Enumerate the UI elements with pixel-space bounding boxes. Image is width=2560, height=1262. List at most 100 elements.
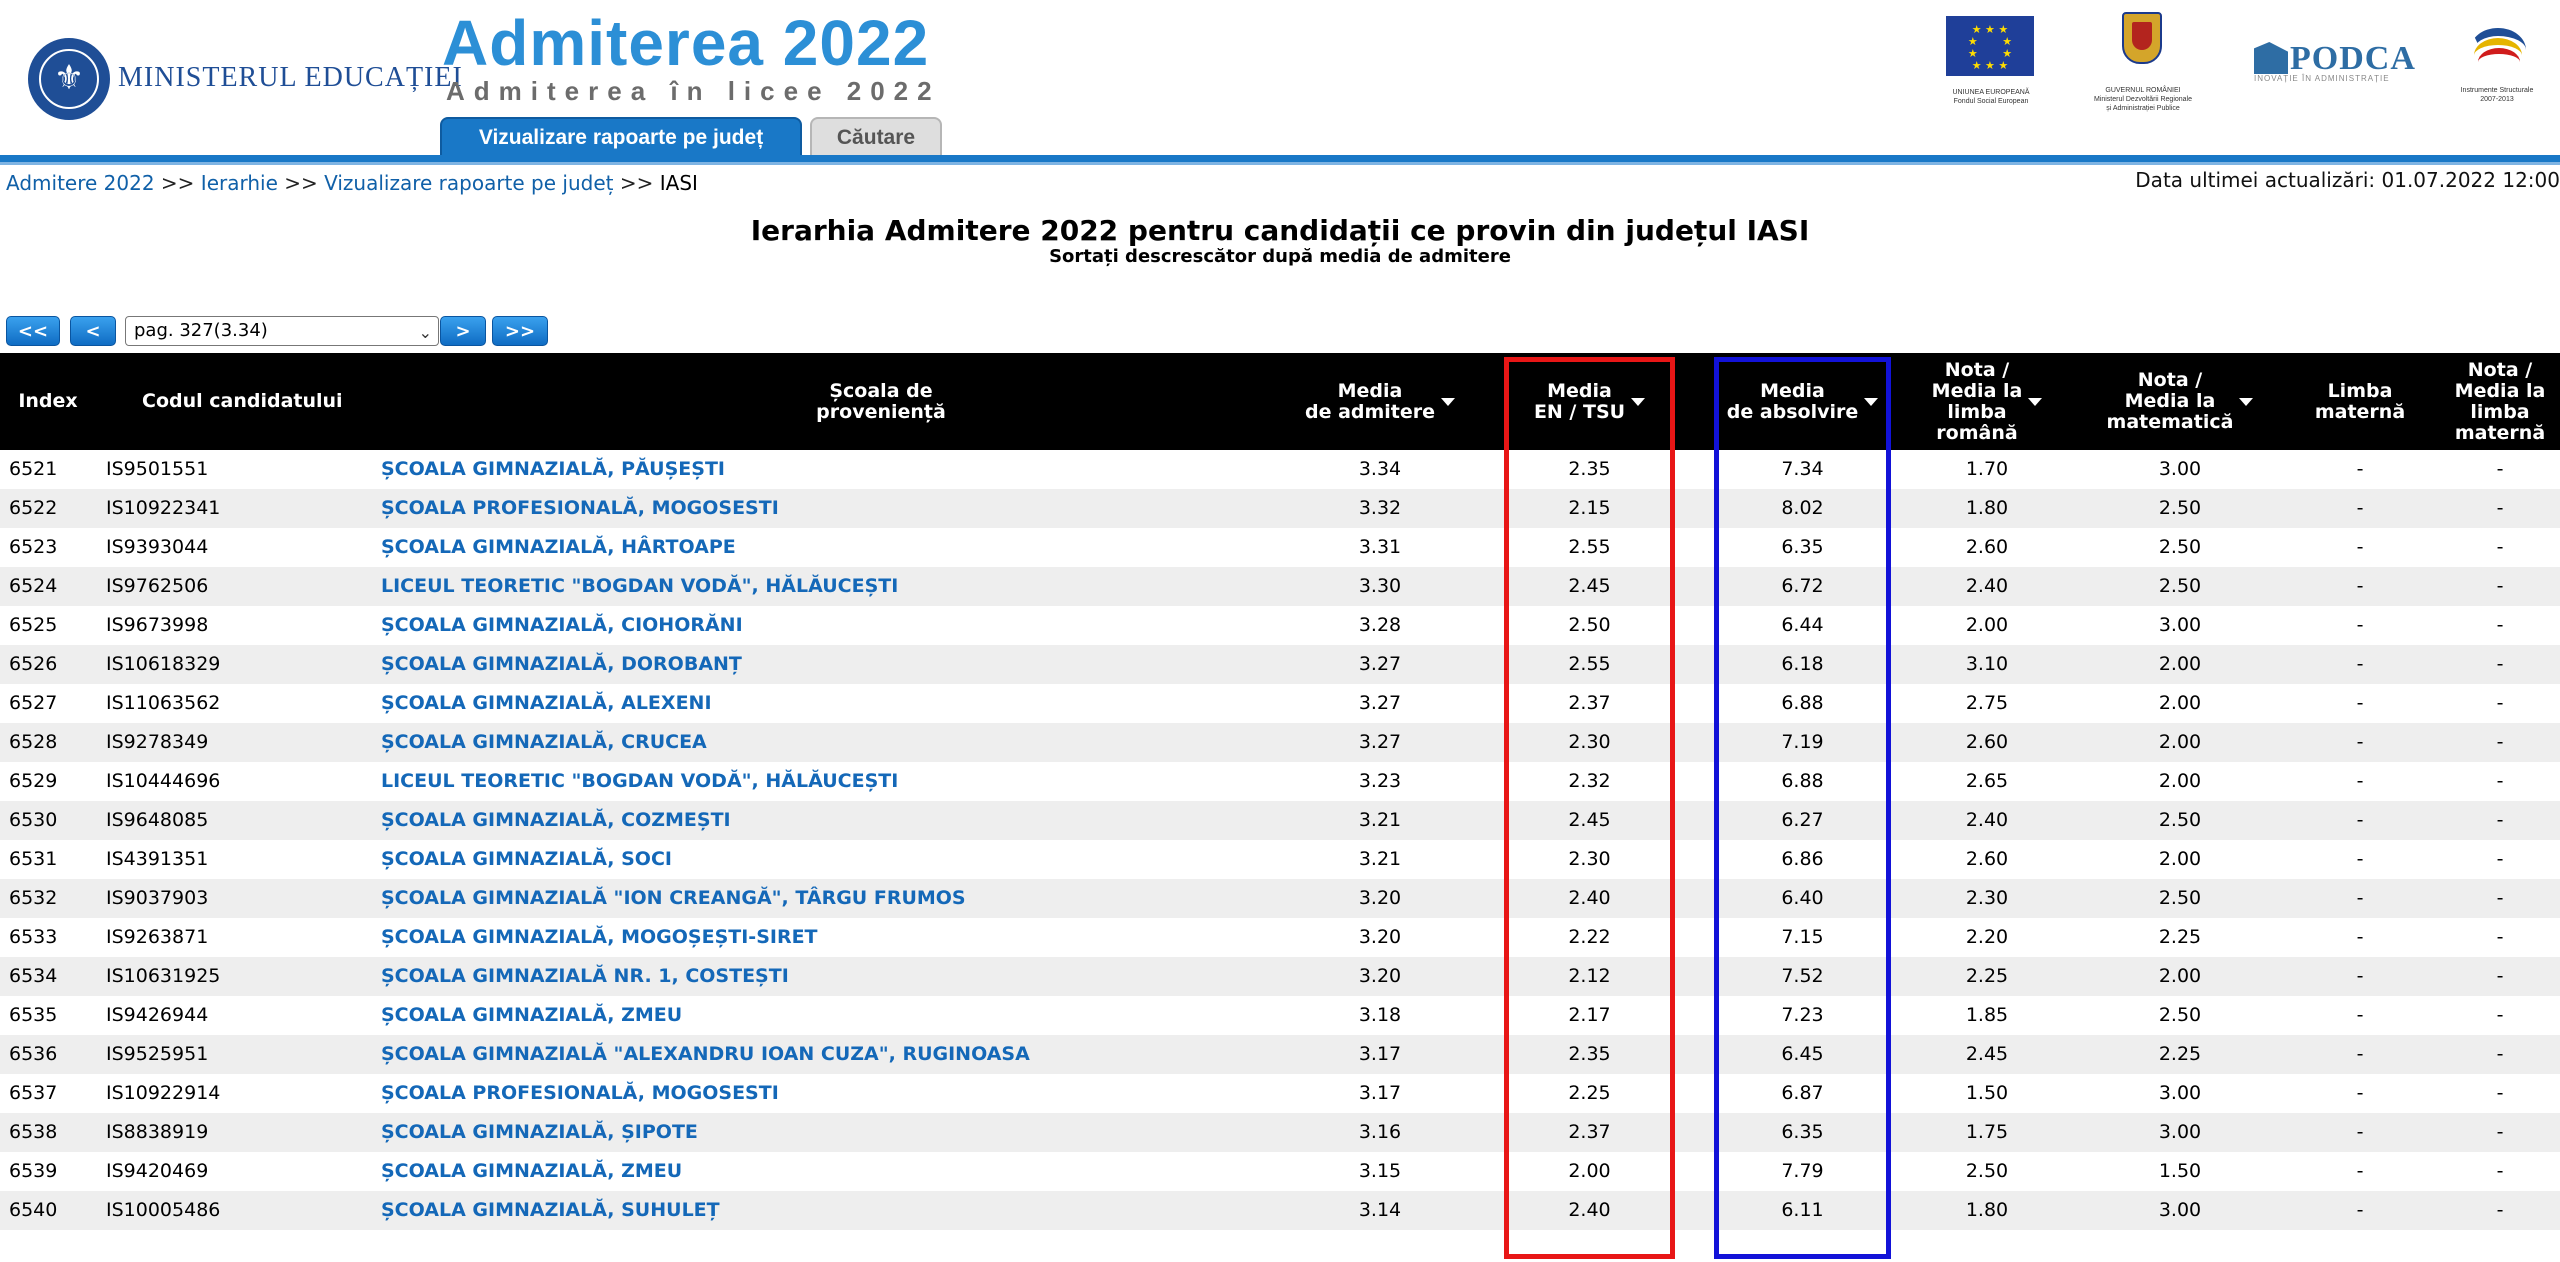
cell-index: 6532 [9, 887, 58, 909]
first-page-button[interactable]: << [6, 316, 60, 346]
cell-candidate-code: IS10631925 [106, 965, 221, 987]
breadcrumb-separator: >> [284, 171, 318, 195]
tab-county-reports[interactable]: Vizualizare rapoarte pe județ [440, 117, 802, 155]
cell-school-link[interactable]: ȘCOALA GIMNAZIALĂ, CIOHORĂNI [381, 614, 743, 636]
cell-school-link[interactable]: ȘCOALA GIMNAZIALĂ, DOROBANȚ [381, 653, 742, 675]
cell-index: 6528 [9, 731, 58, 753]
breadcrumb-ierarhie[interactable]: Ierarhie [200, 171, 278, 195]
sort-desc-icon [2239, 397, 2254, 406]
cell-school-link[interactable]: ȘCOALA GIMNAZIALĂ, HÂRTOAPE [381, 536, 736, 558]
cell-en: 2.55 [1568, 536, 1611, 558]
cell-abs: 7.23 [1781, 1004, 1824, 1026]
cell-lm: - [2356, 692, 2364, 714]
cell-school-link[interactable]: ȘCOALA GIMNAZIALĂ, ȘIPOTE [381, 1121, 698, 1143]
cell-mat: 2.00 [2158, 848, 2202, 870]
breadcrumb-admitere[interactable]: Admitere 2022 [6, 171, 155, 195]
cell-adm: 3.14 [1358, 1199, 1402, 1221]
structural-instruments-logo [2462, 10, 2532, 80]
cell-school-link[interactable]: ȘCOALA GIMNAZIALĂ, ZMEU [381, 1160, 683, 1182]
cell-mat: 3.00 [2158, 614, 2202, 636]
cell-en: 2.22 [1568, 926, 1611, 948]
table-row: 6530 IS9648085 ȘCOALA GIMNAZIALĂ, COZMEȘTI… [0, 801, 2560, 840]
col-header-ro[interactable]: Nota / Media la limba română [1900, 353, 2074, 450]
cell-adm: 3.28 [1358, 614, 1402, 636]
cell-school-link[interactable]: ȘCOALA PROFESIONALĂ, MOGOSESTI [381, 497, 779, 519]
cell-abs: 7.52 [1781, 965, 1824, 987]
cell-en: 2.15 [1568, 497, 1611, 519]
cell-school-link[interactable]: ȘCOALA GIMNAZIALĂ, ALEXENI [381, 692, 712, 714]
cell-adm: 3.27 [1358, 731, 1402, 753]
cell-abs: 6.18 [1781, 653, 1824, 675]
swoosh-blue-icon [2470, 28, 2526, 72]
cell-school-link[interactable]: ȘCOALA PROFESIONALĂ, MOGOSESTI [381, 1082, 779, 1104]
cell-school-link[interactable]: ȘCOALA GIMNAZIALĂ, COZMEȘTI [381, 809, 731, 831]
cell-school-link[interactable]: ȘCOALA GIMNAZIALĂ, SOCI [381, 848, 672, 870]
eu-stars-icon: ★ ★ ★ ★ ★ ★ ★ ★ ★ ★ [1967, 23, 2013, 72]
next-page-button[interactable]: > [440, 316, 486, 346]
table-row: 6523 IS9393044 ȘCOALA GIMNAZIALĂ, HÂRTOAPE… [0, 528, 2560, 567]
cell-candidate-code: IS9762506 [106, 575, 209, 597]
cell-lm: - [2356, 653, 2364, 675]
header-divider-light [0, 162, 2560, 165]
col-header-en[interactable]: Media EN / TSU [1504, 353, 1675, 450]
ministry-name: MINISTERUL EDUCAȚIEI [118, 62, 463, 93]
table-row: 6536 IS9525951 ȘCOALA GIMNAZIALĂ "ALEXANDR… [0, 1035, 2560, 1074]
col-header-school: Școala de proveniență [816, 379, 946, 423]
cell-lm: - [2356, 536, 2364, 558]
cell-school-link[interactable]: ȘCOALA GIMNAZIALĂ "ION CREANGĂ", TÂRGU F… [381, 887, 966, 909]
cell-school-link[interactable]: ȘCOALA GIMNAZIALĂ, PĂUȘEȘTI [381, 458, 725, 480]
cell-adm: 3.21 [1358, 809, 1402, 831]
cell-index: 6539 [9, 1160, 58, 1182]
cell-abs: 8.02 [1781, 497, 1824, 519]
page-select[interactable]: pag. 327(3.34) ⌄ [125, 316, 439, 346]
cell-adm: 3.31 [1358, 536, 1402, 558]
cell-school-link[interactable]: ȘCOALA GIMNAZIALĂ "ALEXANDRU IOAN CUZA",… [381, 1043, 1030, 1065]
breadcrumb-county-reports[interactable]: Vizualizare rapoarte pe județ [324, 171, 614, 195]
col-header-abs[interactable]: Media de absolvire [1714, 353, 1891, 450]
cell-mat: 2.50 [2158, 1004, 2202, 1026]
cell-candidate-code: IS10922341 [106, 497, 221, 519]
cell-lm: - [2356, 497, 2364, 519]
col-header-adm[interactable]: Media de admitere [1280, 353, 1480, 450]
table-row: 6532 IS9037903 ȘCOALA GIMNAZIALĂ "ION CREA… [0, 879, 2560, 918]
cell-school-link[interactable]: ȘCOALA GIMNAZIALĂ, SUHULEȚ [381, 1199, 720, 1221]
cell-mat: 2.00 [2158, 965, 2202, 987]
podca-mark-icon [2254, 42, 2288, 74]
col-header-code: Codul candidatului [142, 390, 343, 412]
table-row: 6535 IS9426944 ȘCOALA GIMNAZIALĂ, ZMEU 3.18… [0, 996, 2560, 1035]
cell-abs: 7.15 [1781, 926, 1824, 948]
cell-school-link[interactable]: ȘCOALA GIMNAZIALĂ, CRUCEA [381, 731, 707, 753]
cell-adm: 3.17 [1358, 1043, 1402, 1065]
cell-en: 2.32 [1568, 770, 1611, 792]
cell-nlm: - [2496, 926, 2504, 948]
crest-icon [2122, 12, 2162, 64]
cell-ro: 1.85 [1965, 1004, 2009, 1026]
cell-abs: 6.27 [1781, 809, 1824, 831]
cell-en: 2.30 [1568, 731, 1611, 753]
cell-ro: 2.30 [1965, 887, 2009, 909]
cell-adm: 3.17 [1358, 1082, 1402, 1104]
col-header-mat[interactable]: Nota / Media la matematică [2080, 353, 2280, 450]
cell-school-link[interactable]: LICEUL TEORETIC "BOGDAN VODĂ", HĂLĂUCEȘT… [381, 770, 899, 792]
cell-school-link[interactable]: ȘCOALA GIMNAZIALĂ NR. 1, COSTEȘTI [381, 965, 789, 987]
table-row: 6525 IS9673998 ȘCOALA GIMNAZIALĂ, CIOHORĂN… [0, 606, 2560, 645]
breadcrumb-separator: >> [619, 171, 654, 195]
last-page-button[interactable]: >> [492, 316, 548, 346]
eu-flag-logo: ★ ★ ★ ★ ★ ★ ★ ★ ★ ★ [1946, 16, 2034, 76]
cell-lm: - [2356, 614, 2364, 636]
cell-abs: 6.88 [1781, 770, 1824, 792]
cell-nlm: - [2496, 536, 2504, 558]
cell-school-link[interactable]: LICEUL TEORETIC "BOGDAN VODĂ", HĂLĂUCEȘT… [381, 575, 899, 597]
cell-en: 2.40 [1568, 1199, 1611, 1221]
cell-candidate-code: IS9393044 [106, 536, 209, 558]
cell-lm: - [2356, 731, 2364, 753]
prev-page-button[interactable]: < [70, 316, 116, 346]
cell-candidate-code: IS9648085 [106, 809, 209, 831]
cell-ro: 2.65 [1965, 770, 2009, 792]
cell-candidate-code: IS9263871 [106, 926, 209, 948]
table-row: 6524 IS9762506 LICEUL TEORETIC "BOGDAN VOD… [0, 567, 2560, 606]
cell-school-link[interactable]: ȘCOALA GIMNAZIALĂ, MOGOȘEȘTI-SIRET [381, 926, 818, 948]
cell-school-link[interactable]: ȘCOALA GIMNAZIALĂ, ZMEU [381, 1004, 683, 1026]
cell-nlm: - [2496, 497, 2504, 519]
tab-search[interactable]: Căutare [810, 117, 942, 155]
